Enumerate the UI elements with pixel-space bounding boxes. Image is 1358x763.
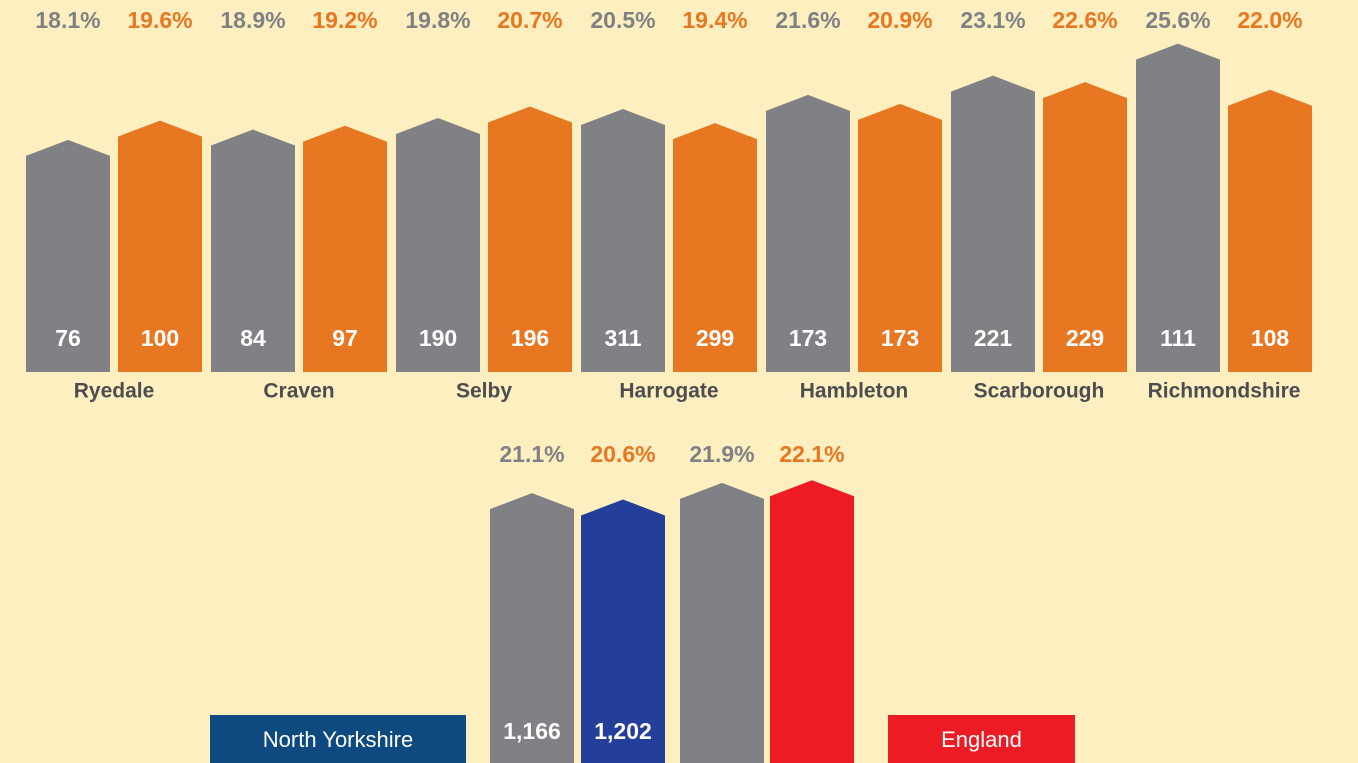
bar (858, 103, 942, 373)
category-box (888, 715, 1075, 763)
bar (1228, 89, 1312, 373)
percent-label: 19.6% (127, 7, 192, 33)
percent-label: 19.4% (682, 7, 747, 33)
percent-label: 20.7% (497, 7, 562, 33)
percent-label: 19.8% (405, 7, 470, 33)
bar (211, 129, 295, 372)
percent-label: 21.9% (689, 441, 754, 467)
category-label: North Yorkshire (263, 727, 413, 752)
count-label: 111 (1160, 325, 1196, 351)
category-box (210, 715, 466, 763)
category-label: Richmondshire (1148, 380, 1301, 403)
percent-label: 18.1% (35, 7, 100, 33)
percent-label: 21.1% (499, 441, 564, 467)
count-label: 97 (332, 325, 358, 351)
count-label: 229 (1066, 325, 1104, 351)
count-label: 84 (240, 325, 266, 351)
percent-label: 22.1% (779, 441, 844, 467)
percent-label: 22.0% (1237, 7, 1302, 33)
category-label: Hambleton (800, 380, 909, 403)
count-label: 1,166 (503, 718, 561, 744)
category-label: Craven (263, 380, 334, 403)
bar (951, 75, 1035, 372)
percent-label: 19.2% (312, 7, 377, 33)
bar (488, 106, 572, 372)
count-label: 196 (511, 325, 549, 351)
count-label: 190 (419, 325, 457, 351)
bar (680, 482, 764, 763)
percent-label: 25.6% (1145, 7, 1210, 33)
bar (766, 94, 850, 373)
count-label: 221 (974, 325, 1013, 351)
bar (303, 125, 387, 372)
count-label: 173 (881, 325, 919, 351)
bar (581, 109, 665, 372)
category-label: Selby (456, 380, 512, 403)
bar (581, 499, 665, 763)
bar (118, 120, 202, 372)
count-label: 311 (604, 325, 641, 351)
category-label: Ryedale (74, 380, 155, 403)
percent-label: 20.6% (590, 441, 655, 467)
percent-label: 23.1% (960, 7, 1025, 33)
count-label: 108 (1251, 325, 1290, 351)
count-label: 1,202 (594, 718, 652, 744)
count-label: 76 (55, 325, 81, 351)
count-label: 299 (696, 325, 734, 351)
bar (1136, 43, 1220, 372)
percent-label: 21.6% (775, 7, 840, 33)
category-label: Harrogate (619, 380, 718, 403)
percent-label: 20.9% (867, 7, 932, 33)
bar (490, 493, 574, 763)
bar (26, 139, 110, 372)
bar (396, 118, 480, 372)
percent-label: 18.9% (220, 7, 285, 33)
count-label: 100 (141, 325, 179, 351)
category-label: England (941, 727, 1022, 752)
percent-label: 20.5% (590, 7, 655, 33)
category-label: Scarborough (974, 380, 1105, 403)
bar (1043, 82, 1127, 372)
percent-label: 22.6% (1052, 7, 1117, 33)
count-label: 173 (789, 325, 827, 351)
bar (673, 123, 757, 372)
bar (770, 480, 854, 763)
